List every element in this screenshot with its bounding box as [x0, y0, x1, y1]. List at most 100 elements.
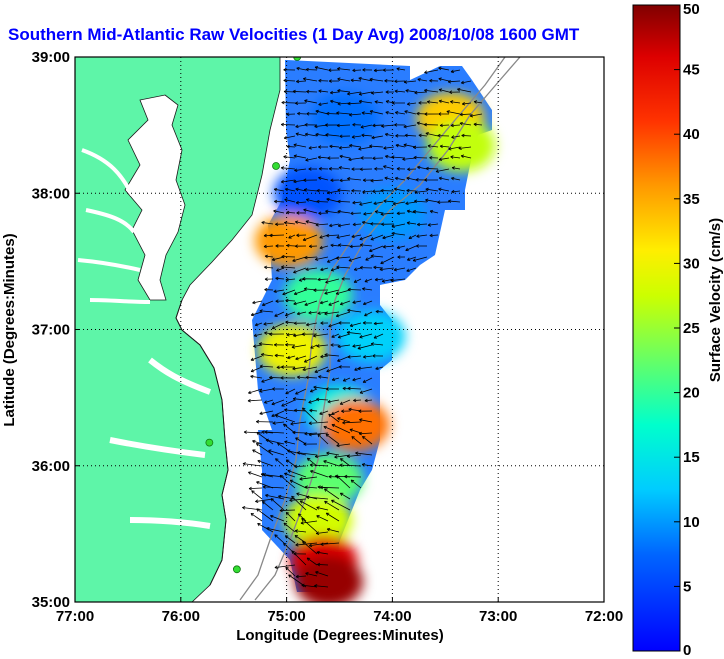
colorbar-tick-label: 30: [683, 255, 700, 272]
velocity-arrow: [414, 90, 428, 95]
velocity-arrow: [340, 458, 351, 467]
velocity-arrow: [341, 277, 351, 281]
velocity-arrow: [302, 234, 318, 242]
velocity-arrow: [414, 190, 428, 194]
velocity-arrow: [297, 375, 307, 380]
velocity-arrow: [427, 223, 439, 227]
velocity-arrow: [320, 267, 329, 272]
velocity-arrow: [382, 245, 395, 249]
velocity-arrow: [248, 471, 263, 478]
velocity-arrow: [284, 440, 296, 445]
velocity-arrow: [286, 332, 296, 337]
velocity-arrow: [429, 209, 439, 214]
velocity-arrow: [258, 342, 274, 346]
velocity-arrow: [329, 223, 340, 228]
velocity-arrow: [336, 111, 351, 115]
velocity-arrow: [316, 550, 329, 555]
velocity-arrow: [429, 233, 439, 238]
velocity-arrow: [272, 387, 285, 391]
velocity-arrow: [284, 535, 296, 544]
velocity-arrow: [284, 408, 296, 412]
velocity-arrow: [293, 154, 307, 159]
velocity-arrow: [348, 113, 362, 117]
velocity-arrow: [451, 135, 461, 139]
velocity-arrow: [304, 300, 318, 307]
velocity-arrow: [448, 146, 461, 151]
velocity-arrow: [264, 265, 274, 270]
velocity-arrow: [338, 146, 351, 150]
velocity-arrow: [335, 289, 351, 295]
velocity-arrow: [365, 256, 373, 261]
velocity-arrow: [286, 243, 296, 248]
velocity-arrow: [252, 439, 263, 445]
velocity-arrow: [462, 101, 472, 106]
velocity-arrow: [362, 435, 373, 445]
velocity-arrow: [314, 454, 329, 459]
velocity-arrow: [327, 399, 340, 404]
velocity-arrow: [336, 234, 351, 239]
velocity-arrow: [331, 333, 340, 338]
velocity-arrow: [429, 155, 439, 160]
velocity-arrow: [303, 188, 318, 192]
velocity-arrow: [280, 365, 296, 369]
chart-title: Southern Mid-Atlantic Raw Velocities (1 …: [8, 25, 580, 44]
velocity-arrow: [313, 333, 329, 338]
tidal-rivers: [77, 148, 151, 304]
velocity-arrow: [313, 288, 329, 292]
velocity-arrow: [319, 245, 329, 250]
velocity-arrow: [295, 132, 307, 137]
velocity-arrow: [285, 388, 296, 395]
velocity-arrow: [425, 198, 439, 203]
velocity-arrow: [373, 201, 384, 206]
velocity-arrow: [275, 276, 285, 281]
velocity-arrow: [285, 277, 296, 282]
colorbar-ticks: 0 5 10 15 20 25 30 35 40 45 50: [674, 1, 700, 659]
velocity-arrow: [438, 77, 450, 82]
velocity-arrow: [274, 311, 285, 317]
velocity-arrow: [349, 143, 362, 148]
velocity-arrow: [309, 408, 318, 413]
radar-station-3: [232, 565, 241, 574]
velocity-arrow: [285, 511, 296, 522]
velocity-arrow: [424, 69, 439, 74]
velocity-arrow: [358, 91, 373, 96]
velocity-arrow: [339, 463, 362, 467]
velocity-arrow: [362, 178, 373, 182]
velocity-arrow: [302, 277, 318, 281]
velocity-arrow: [358, 146, 373, 151]
velocity-arrow: [417, 222, 428, 227]
y-tick-label: 38:00: [32, 185, 70, 202]
velocity-arrow: [281, 100, 296, 105]
colorbar-tick-label: 50: [683, 1, 700, 18]
velocity-arrow: [362, 68, 373, 72]
velocity-arrow: [285, 298, 296, 303]
velocity-arrow: [305, 67, 318, 72]
velocity-arrow: [308, 167, 318, 171]
velocity-arrow: [283, 423, 296, 434]
velocity-arrow: [283, 155, 296, 159]
velocity-arrow: [394, 89, 406, 94]
velocity-arrow: [425, 187, 439, 192]
velocity-arrow: [316, 199, 329, 204]
speed-region-10: [321, 398, 390, 451]
velocity-arrow: [303, 178, 318, 182]
velocity-arrow: [338, 243, 351, 247]
velocity-arrow: [295, 574, 307, 579]
velocity-arrow: [350, 211, 362, 216]
velocity-arrow: [274, 564, 296, 570]
velocity-arrow: [374, 210, 384, 214]
velocity-arrow: [273, 187, 285, 192]
velocity-arrow: [294, 408, 307, 413]
velocity-arrow: [325, 512, 340, 522]
radar-stations: [205, 57, 302, 574]
speed-region-8: [337, 310, 406, 363]
velocity-arrow: [347, 91, 362, 96]
velocity-arrow: [270, 498, 285, 511]
velocity-arrow: [285, 566, 296, 577]
colorbar-tick-label: 15: [683, 449, 700, 466]
velocity-arrow: [341, 409, 351, 413]
colorbar-tick-label: 5: [683, 578, 691, 595]
y-tick-label: 35:00: [32, 594, 70, 611]
velocity-vectors: [242, 65, 483, 588]
velocity-arrow: [308, 146, 318, 150]
